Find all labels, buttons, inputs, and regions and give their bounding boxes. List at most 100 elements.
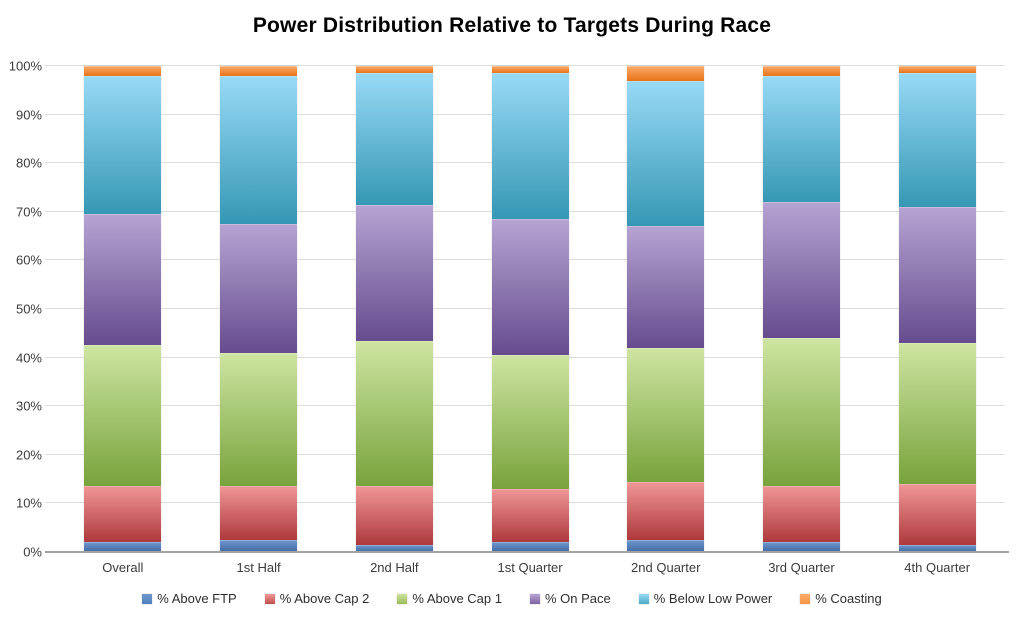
bar-segment bbox=[627, 539, 705, 552]
bar-2nd-quarter bbox=[627, 66, 705, 552]
bar-segment bbox=[762, 338, 840, 487]
bar-slot bbox=[734, 66, 870, 552]
legend-swatch bbox=[529, 593, 540, 604]
x-axis-label: Overall bbox=[102, 560, 144, 575]
chart-title: Power Distribution Relative to Targets D… bbox=[252, 14, 772, 37]
x-axis-label: 1st Quarter bbox=[497, 560, 563, 575]
bar-segment bbox=[898, 483, 976, 545]
bar-segment bbox=[898, 544, 976, 552]
bar-1st-quarter bbox=[491, 66, 569, 552]
bar-segment bbox=[762, 486, 840, 543]
bar-segment bbox=[898, 66, 976, 74]
gridline bbox=[45, 65, 1005, 66]
bar-segment bbox=[355, 544, 433, 552]
x-axis-label: 4th Quarter bbox=[904, 560, 971, 575]
y-tick-label: 20% bbox=[15, 447, 42, 463]
y-tick-label: 10% bbox=[15, 495, 42, 511]
bar-segment bbox=[762, 66, 840, 76]
bar-segment bbox=[898, 343, 976, 484]
y-tick-label: 80% bbox=[15, 155, 42, 171]
y-tick-label: 0% bbox=[23, 544, 42, 560]
bar-3rd-quarter bbox=[762, 66, 840, 552]
legend: % Above FTP % Above Cap 2 % Above Cap 1 % O… bbox=[0, 591, 1024, 606]
bar-segment bbox=[220, 352, 298, 487]
legend-swatch bbox=[800, 593, 811, 604]
y-tick-label: 50% bbox=[15, 301, 42, 317]
bar-segment bbox=[491, 542, 569, 552]
bar-segment bbox=[762, 75, 840, 203]
x-axis-line bbox=[45, 551, 1009, 553]
bars-area bbox=[55, 66, 1005, 552]
x-axis-labels: Overall 1st Half 2nd Half 1st Quarter 2nd Qu… bbox=[55, 560, 1005, 575]
bar-segment bbox=[220, 486, 298, 540]
y-tick-label: 90% bbox=[15, 107, 42, 123]
bar-slot bbox=[326, 66, 462, 552]
bar-segment bbox=[491, 66, 569, 74]
legend-item: % Above FTP bbox=[142, 591, 237, 606]
legend-swatch bbox=[638, 593, 649, 604]
bar-segment bbox=[84, 214, 162, 346]
bar-segment bbox=[627, 80, 705, 227]
bar-segment bbox=[355, 204, 433, 341]
y-tick-label: 60% bbox=[15, 252, 42, 268]
x-axis-label: 2nd Half bbox=[370, 560, 419, 575]
x-axis-label: 2nd Quarter bbox=[631, 560, 701, 575]
bar-segment bbox=[220, 539, 298, 552]
bar-segment bbox=[627, 66, 705, 81]
x-axis-label: 1st Half bbox=[236, 560, 281, 575]
legend-label: % Below Low Power bbox=[653, 591, 773, 606]
bar-segment bbox=[84, 66, 162, 76]
bar-segment bbox=[491, 488, 569, 543]
bar-segment bbox=[491, 73, 569, 220]
bar-segment bbox=[355, 66, 433, 74]
bar-slot bbox=[598, 66, 734, 552]
bar-segment bbox=[355, 340, 433, 487]
bar-overall bbox=[84, 66, 162, 552]
bar-1st-half bbox=[220, 66, 298, 552]
legend-item: % On Pace bbox=[529, 591, 611, 606]
legend-label: % Coasting bbox=[815, 591, 882, 606]
bar-slot bbox=[462, 66, 598, 552]
bar-segment bbox=[355, 486, 433, 545]
bar-segment bbox=[762, 542, 840, 552]
bar-segment bbox=[627, 347, 705, 482]
bar-segment bbox=[84, 542, 162, 552]
legend-swatch bbox=[142, 593, 153, 604]
bar-segment bbox=[898, 206, 976, 344]
bar-slot bbox=[55, 66, 191, 552]
bar-slot bbox=[191, 66, 327, 552]
bar-2nd-half bbox=[355, 66, 433, 552]
bar-segment bbox=[84, 75, 162, 215]
bar-segment bbox=[220, 75, 298, 224]
legend-label: % Above Cap 1 bbox=[412, 591, 502, 606]
bar-segment bbox=[220, 223, 298, 353]
y-tick-label: 30% bbox=[15, 398, 42, 414]
bar-segment bbox=[627, 481, 705, 540]
legend-item: % Above Cap 1 bbox=[397, 591, 502, 606]
legend-label: % On Pace bbox=[544, 591, 611, 606]
y-tick-label: 100% bbox=[8, 58, 42, 74]
legend-item: % Above Cap 2 bbox=[264, 591, 370, 606]
bar-segment bbox=[898, 73, 976, 207]
legend-swatch bbox=[264, 593, 275, 604]
legend-item: % Coasting bbox=[800, 591, 882, 606]
bar-segment bbox=[355, 73, 433, 205]
plot-area: 0% 10% 20% 30% 40% 50% 60% 70% 80% 90% 100% Overall… bbox=[9, 60, 1009, 575]
bar-segment bbox=[84, 486, 162, 543]
bar-slot bbox=[869, 66, 1005, 552]
bar-segment bbox=[762, 202, 840, 339]
legend-swatch bbox=[397, 593, 408, 604]
x-axis-label: 3rd Quarter bbox=[768, 560, 835, 575]
bar-segment bbox=[84, 345, 162, 487]
y-tick-label: 70% bbox=[15, 204, 42, 220]
bar-segment bbox=[491, 355, 569, 489]
bar-4th-quarter bbox=[898, 66, 976, 552]
bar-segment bbox=[491, 219, 569, 356]
y-tick-label: 40% bbox=[15, 350, 42, 366]
legend-label: % Above Cap 2 bbox=[279, 591, 370, 606]
legend-item: % Below Low Power bbox=[638, 591, 773, 606]
bar-segment bbox=[627, 226, 705, 348]
legend-label: % Above FTP bbox=[157, 591, 237, 606]
bar-segment bbox=[220, 66, 298, 76]
